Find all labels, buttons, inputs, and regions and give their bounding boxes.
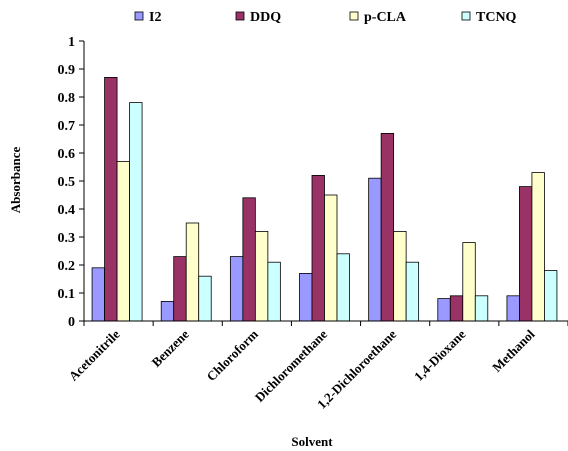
bar-ddq-1-2-dichloroethane [380, 132, 395, 322]
x-tick-label: Dichloromethane [252, 326, 331, 405]
y-tick-label: 0.2 [58, 259, 76, 274]
y-axis-title: Absorbance [8, 147, 23, 214]
bar-i2-1-4-dioxane [437, 298, 451, 322]
bar-p-cla-1-2-dichloroethane [393, 230, 407, 322]
bar-i2-methanol [506, 295, 520, 322]
bar-tcnq-1-4-dioxane [474, 295, 489, 322]
legend: I2 DDQ p-CLA TCNQ [134, 10, 517, 25]
legend-label-i2: I2 [149, 10, 161, 25]
legend-label-p-cla: p-CLA [364, 10, 407, 25]
legend-label-ddq: DDQ [250, 10, 281, 25]
x-tick-label: Benzene [149, 326, 192, 369]
bar-tcnq-chloroform [267, 261, 281, 322]
legend-swatch-tcnq [461, 11, 471, 21]
legend-swatch-i2 [134, 11, 144, 21]
y-tick-label: 0.9 [58, 63, 76, 78]
legend-label-tcnq: TCNQ [476, 10, 517, 25]
x-tick-label: 1,4-Dioxane [411, 326, 468, 383]
bar-tcnq-1-2-dichloroethane [405, 261, 420, 322]
y-tick-label: 0.1 [58, 287, 76, 302]
y-tick-label: 0 [68, 315, 75, 330]
bar-ddq-methanol [519, 186, 533, 322]
legend-swatch-ddq [235, 11, 245, 21]
y-tick-label: 0.4 [58, 203, 76, 218]
bar-ddq-chloroform [242, 197, 256, 322]
y-tick-label: 0.3 [58, 231, 76, 246]
bar-i2-1-2-dichloroethane [368, 177, 382, 322]
y-tick-label: 0.8 [58, 91, 76, 106]
x-axis: Acetonitrile Benzene ChloroformDichloromet… [66, 320, 568, 412]
legend-swatch-p-cla [349, 11, 359, 21]
x-tick-label: Methanol [489, 326, 538, 375]
bar-ddq-acetonitrile [104, 77, 118, 322]
y-axis: 0 0.1 0.2 0.3 0.4 0.5 0.6 0.7 0.8 0.9 1 [58, 35, 85, 330]
x-tick-label: Chloroform [204, 326, 262, 384]
bar-p-cla-chloroform [254, 230, 269, 322]
bar-p-cla-dichloromethane [324, 194, 338, 322]
plot-area [91, 77, 558, 322]
bar-p-cla-acetonitrile [116, 160, 130, 322]
x-tick-label: Acetonitrile [66, 326, 123, 383]
bar-tcnq-benzene [198, 275, 212, 322]
bar-i2-chloroform [229, 256, 244, 322]
bar-tcnq-methanol [544, 270, 558, 322]
x-axis-title: Solvent [291, 434, 333, 449]
y-tick-label: 1 [68, 35, 75, 50]
bar-ddq-1-4-dioxane [449, 295, 464, 322]
bar-p-cla-methanol [531, 172, 545, 322]
y-tick-label: 0.6 [58, 147, 76, 162]
bar-p-cla-benzene [185, 222, 200, 322]
bar-tcnq-acetonitrile [129, 102, 143, 322]
bar-ddq-dichloromethane [311, 174, 325, 322]
bar-i2-benzene [160, 300, 175, 322]
bar-ddq-benzene [173, 256, 187, 322]
y-tick-label: 0.5 [58, 175, 76, 190]
bar-p-cla-1-4-dioxane [462, 242, 476, 322]
bar-tcnq-dichloromethane [336, 253, 350, 322]
y-tick-label: 0.7 [58, 119, 76, 134]
bar-i2-dichloromethane [299, 272, 313, 322]
bar-i2-acetonitrile [91, 267, 105, 322]
